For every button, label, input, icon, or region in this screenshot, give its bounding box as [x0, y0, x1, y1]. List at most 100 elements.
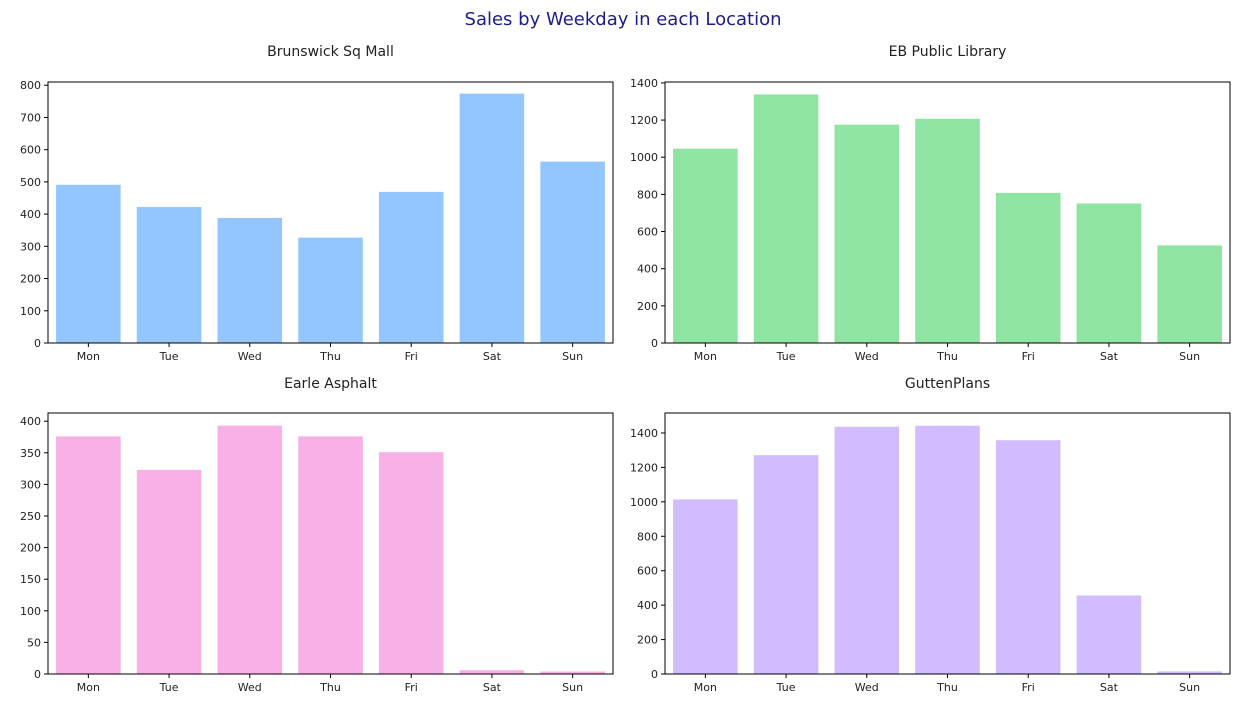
- bar-sun: [540, 161, 605, 343]
- x-tick-label: Mon: [77, 350, 100, 363]
- bar-thu: [915, 118, 980, 343]
- x-tick-label: Tue: [159, 350, 179, 363]
- x-tick-label: Tue: [776, 350, 796, 363]
- x-tick-label: Sat: [483, 350, 502, 363]
- x-tick-label: Fri: [405, 350, 418, 363]
- x-tick-label: Sat: [483, 681, 502, 694]
- bar-wed: [834, 124, 900, 343]
- x-tick-label: Fri: [1022, 681, 1035, 694]
- bar-fri: [378, 452, 444, 674]
- chart-panel-3: GuttenPlans 0 200 400 600 800 1000 1200 1400 Mon T…: [630, 376, 1231, 694]
- bar-thu: [915, 425, 980, 674]
- x-tick-label: Sat: [1100, 681, 1119, 694]
- chart-panel-2: Earle Asphalt 0 50 100 150 200 250 300 350 400 Mon…: [20, 376, 614, 694]
- bar-mon: [56, 436, 121, 674]
- x-tick-label: Fri: [405, 681, 418, 694]
- bar-tue: [753, 94, 819, 344]
- y-tick-label: 200: [20, 542, 41, 555]
- y-tick-label: 200: [20, 273, 41, 286]
- y-tick-label: 600: [637, 226, 658, 239]
- y-tick-label: 200: [637, 634, 658, 647]
- x-tick-label: Mon: [694, 681, 717, 694]
- x-tick-label: Thu: [319, 681, 341, 694]
- bar-sun: [540, 671, 605, 674]
- bar-wed: [834, 426, 900, 674]
- y-tick-label: 500: [20, 176, 41, 189]
- x-tick-label: Thu: [936, 681, 958, 694]
- bar-sat: [1076, 203, 1142, 343]
- x-tick-label: Wed: [238, 681, 262, 694]
- figure-title: Sales by Weekday in each Location: [464, 9, 782, 30]
- y-tick-label: 250: [20, 510, 41, 523]
- y-tick-label: 600: [20, 144, 41, 157]
- y-tick-label: 300: [20, 478, 41, 491]
- y-tick-label: 50: [27, 636, 41, 649]
- y-tick-label: 400: [20, 415, 41, 428]
- x-tick-label: Wed: [238, 350, 262, 363]
- y-tick-label: 700: [20, 111, 41, 124]
- bar-fri: [995, 440, 1061, 674]
- chart-title: Brunswick Sq Mall: [267, 44, 394, 60]
- y-tick-label: 0: [651, 668, 658, 681]
- bar-mon: [673, 499, 738, 674]
- y-tick-label: 400: [20, 208, 41, 221]
- y-tick-label: 600: [637, 565, 658, 578]
- y-tick-label: 200: [637, 300, 658, 313]
- bar-tue: [753, 455, 819, 674]
- y-tick-label: 1000: [630, 151, 658, 164]
- x-tick-label: Mon: [77, 681, 100, 694]
- x-tick-label: Thu: [936, 350, 958, 363]
- y-tick-label: 800: [637, 530, 658, 543]
- x-tick-label: Sun: [1179, 681, 1200, 694]
- y-tick-label: 800: [20, 79, 41, 92]
- bar-sat: [459, 670, 525, 674]
- bar-sat: [459, 93, 525, 343]
- y-tick-label: 100: [20, 605, 41, 618]
- y-tick-label: 150: [20, 573, 41, 586]
- chart-title: EB Public Library: [889, 44, 1007, 60]
- bar-wed: [217, 217, 283, 343]
- bar-thu: [298, 237, 363, 343]
- x-tick-label: Mon: [694, 350, 717, 363]
- x-tick-label: Sun: [562, 350, 583, 363]
- y-tick-label: 1200: [630, 461, 658, 474]
- y-tick-label: 400: [637, 599, 658, 612]
- x-tick-label: Fri: [1022, 350, 1035, 363]
- x-tick-label: Wed: [855, 681, 879, 694]
- chart-title: Earle Asphalt: [284, 376, 377, 392]
- x-tick-label: Wed: [855, 350, 879, 363]
- bar-fri: [995, 192, 1061, 343]
- bar-tue: [136, 469, 202, 674]
- y-tick-label: 1400: [630, 77, 658, 90]
- bar-mon: [56, 184, 121, 343]
- bar-sun: [1157, 245, 1222, 343]
- chart-panel-1: EB Public Library 0 200 400 600 800 1000 1200 14…: [630, 44, 1231, 363]
- bar-wed: [217, 425, 283, 674]
- y-tick-label: 0: [34, 337, 41, 350]
- y-tick-label: 400: [637, 263, 658, 276]
- x-tick-label: Tue: [159, 681, 179, 694]
- bar-tue: [136, 207, 202, 343]
- bar-sat: [1076, 595, 1142, 674]
- y-tick-label: 100: [20, 305, 41, 318]
- chart-title: GuttenPlans: [905, 376, 990, 392]
- y-tick-label: 1200: [630, 114, 658, 127]
- bar-mon: [673, 148, 738, 343]
- y-tick-label: 350: [20, 447, 41, 460]
- y-tick-label: 0: [34, 668, 41, 681]
- y-tick-label: 800: [637, 188, 658, 201]
- y-tick-label: 1400: [630, 427, 658, 440]
- bar-thu: [298, 436, 363, 674]
- chart-panel-0: Brunswick Sq Mall 0 100 200 300 400 500 600 700 8…: [20, 44, 614, 363]
- y-tick-label: 0: [651, 337, 658, 350]
- x-tick-label: Sat: [1100, 350, 1119, 363]
- x-tick-label: Sun: [562, 681, 583, 694]
- x-tick-label: Tue: [776, 681, 796, 694]
- y-tick-label: 300: [20, 240, 41, 253]
- bar-fri: [378, 191, 444, 343]
- y-tick-label: 1000: [630, 496, 658, 509]
- x-tick-label: Thu: [319, 350, 341, 363]
- bar-sun: [1157, 671, 1222, 674]
- x-tick-label: Sun: [1179, 350, 1200, 363]
